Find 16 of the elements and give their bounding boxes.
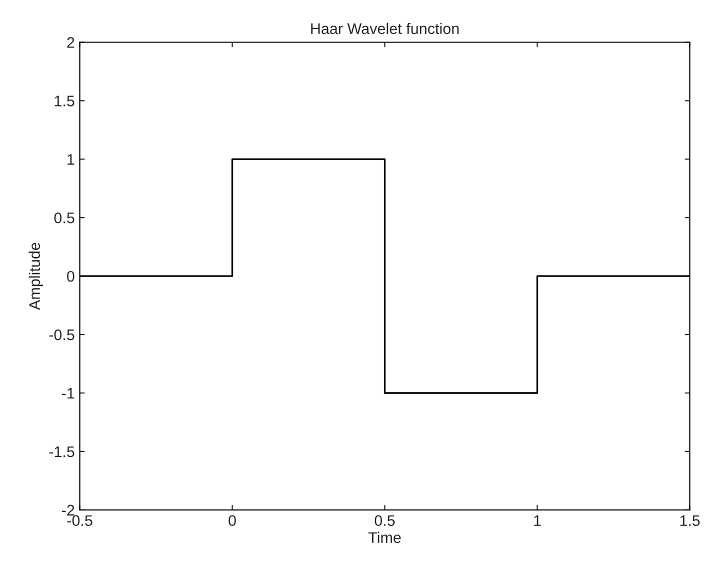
y-tick-label: -2: [62, 504, 74, 516]
x-tick-label: 0.5: [374, 515, 395, 526]
x-tick-label: 1: [534, 515, 541, 526]
y-tick-label: -1: [62, 388, 74, 399]
y-tick-label: 0: [67, 270, 74, 282]
y-tick-label: 1.5: [54, 96, 74, 106]
y-tick-label: 0.5: [54, 212, 74, 224]
y-tick-label: -0.5: [49, 329, 74, 340]
y-tick-label: -1.5: [49, 446, 74, 458]
x-tick-label: 0: [228, 515, 236, 526]
chart-title: Haar Wavelet function: [311, 22, 459, 34]
y-tick-label: 2: [67, 37, 74, 48]
y-axis-title: Amplitude: [28, 242, 44, 310]
x-tick-label: 1.5: [680, 515, 700, 526]
y-tick-label: 1: [68, 154, 74, 165]
x-axis-title: Time: [368, 532, 401, 544]
